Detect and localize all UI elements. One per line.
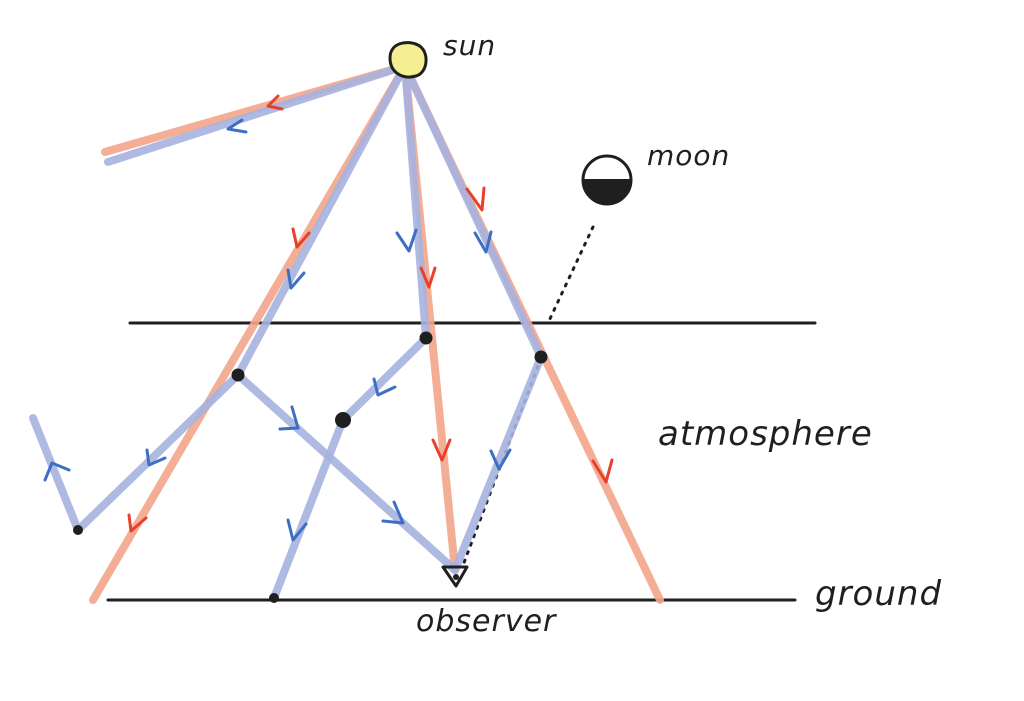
moon-label: moon (647, 139, 730, 172)
observer-icon (441, 565, 469, 588)
sun-icon (388, 41, 428, 79)
blue-arrow-scatter-right-1 (278, 405, 300, 431)
blue-arrow-scatter-right-2 (381, 500, 405, 525)
blue-arrow-center-lower (286, 518, 308, 542)
observer-eye (453, 574, 459, 580)
blue-arrow-left-upper (286, 268, 306, 290)
ground-label: ground (815, 574, 942, 614)
moon-shadow (584, 179, 631, 203)
blue-ray-center-scatter-path (270, 62, 430, 602)
scatter-point-1 (231, 368, 245, 382)
red-arrow-center-lower (431, 438, 452, 462)
moon-dotted-line-upper (546, 225, 595, 325)
scatter-point-4 (534, 350, 548, 364)
red-arrow-left-lower (127, 513, 148, 533)
blue-arrow-left-mid (145, 448, 167, 467)
blue-ray-scatter-to-observer (234, 371, 459, 574)
blue-ray-left-scatter-path (29, 62, 409, 534)
scatter-point-5 (73, 525, 83, 535)
red-arrow-center-upper (419, 266, 437, 289)
blue-arrow-center-upper (395, 228, 418, 253)
red-arrow-right-lower (591, 458, 614, 484)
scatter-point-3 (335, 412, 351, 428)
red-arrow-escape (266, 94, 284, 111)
blue-ray-escape-left (104, 62, 409, 166)
red-arrow-left-upper (291, 227, 311, 249)
blue-arrow-escape (226, 118, 248, 134)
blue-arrow-right-lower (489, 448, 512, 471)
red-arrow-right-upper (465, 186, 486, 212)
ground-contact-point (269, 593, 279, 603)
blue-arrow-center-mid (372, 377, 397, 397)
observer-label: observer (416, 604, 557, 639)
blue-arrow-right-upper (473, 230, 493, 254)
blue-arrow-left-return (43, 461, 71, 482)
sun-label: sun (443, 29, 496, 62)
scatter-point-2 (419, 331, 433, 345)
atmosphere-label: atmosphere (658, 414, 873, 454)
